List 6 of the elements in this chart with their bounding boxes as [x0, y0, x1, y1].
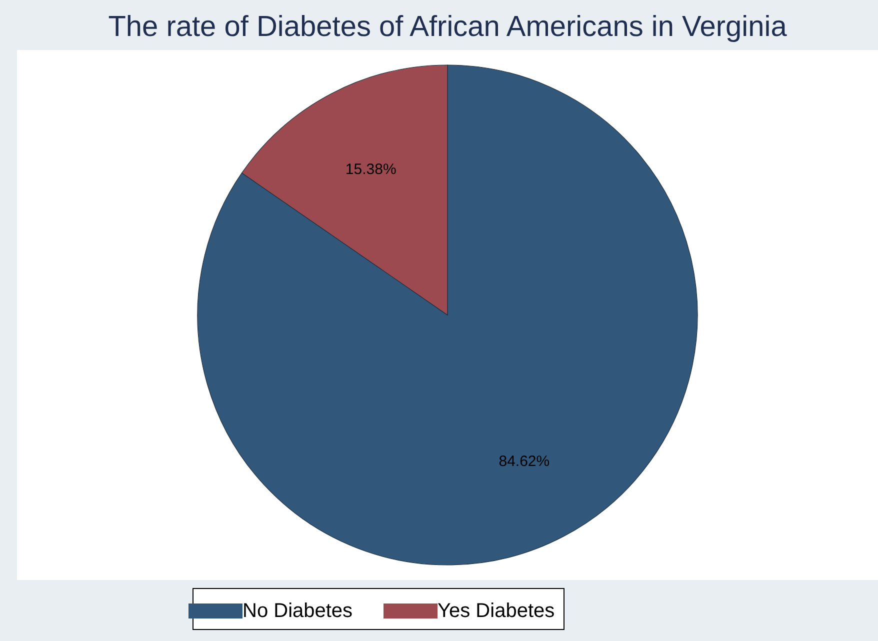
- chart-title: The rate of Diabetes of African Americans in Verginia: [108, 11, 788, 43]
- data-label: 15.38%: [345, 160, 396, 178]
- pie-slice: [197, 64, 698, 566]
- data-label: 84.62%: [498, 453, 550, 470]
- legend-label: Yes Diabetes: [438, 600, 555, 622]
- legend-label: No Diabetes: [242, 600, 353, 622]
